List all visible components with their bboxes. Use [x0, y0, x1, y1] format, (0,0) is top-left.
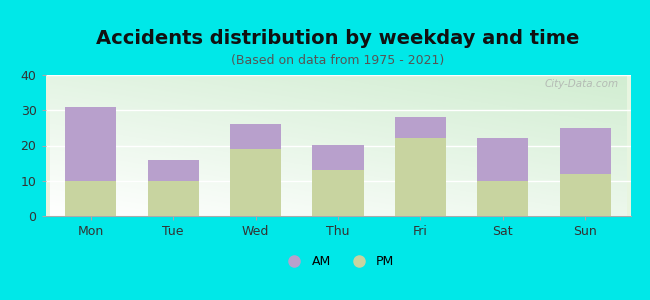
Legend: AM, PM: AM, PM: [277, 250, 399, 273]
Text: City-Data.com: City-Data.com: [545, 79, 619, 89]
Title: Accidents distribution by weekday and time: Accidents distribution by weekday and ti…: [96, 29, 580, 48]
Text: (Based on data from 1975 - 2021): (Based on data from 1975 - 2021): [231, 54, 445, 67]
Bar: [65, 181, 116, 216]
Bar: [65, 107, 116, 181]
Bar: [148, 181, 199, 216]
Bar: [395, 117, 446, 138]
Bar: [230, 149, 281, 216]
Bar: [313, 170, 363, 216]
Bar: [395, 138, 446, 216]
Bar: [477, 181, 528, 216]
Bar: [148, 160, 199, 181]
Bar: [477, 138, 528, 181]
Bar: [230, 124, 281, 149]
Bar: [560, 174, 611, 216]
Bar: [313, 146, 363, 170]
Bar: [560, 128, 611, 174]
